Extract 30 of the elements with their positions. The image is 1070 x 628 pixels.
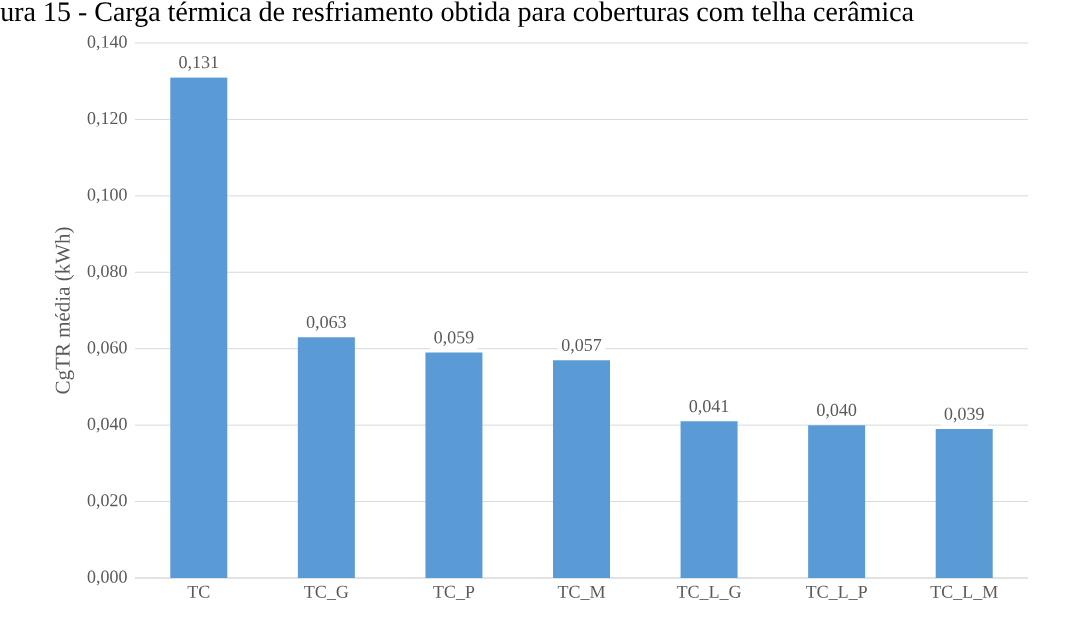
y-tick-label: 0,080 [87, 264, 127, 280]
x-tick-label: TC_L_P [805, 585, 867, 601]
data-label: 0,041 [689, 400, 729, 415]
data-label: 0,057 [561, 338, 602, 354]
y-tick-label: 0,060 [87, 341, 127, 357]
x-tick-label: TC_L_G [676, 585, 742, 601]
data-label: 0,059 [434, 331, 474, 346]
bar [170, 77, 228, 578]
data-label: 0,063 [306, 315, 346, 331]
x-tick-label: TC_M [557, 585, 605, 601]
x-tick-label: TC [187, 585, 210, 598]
x-tick-label: TC_G [304, 585, 349, 601]
data-label: 0,039 [944, 407, 984, 423]
data-label: 0,131 [179, 56, 218, 71]
data-label: 0,040 [817, 403, 857, 419]
bar [680, 421, 738, 578]
y-tick-label: 0,000 [87, 570, 127, 586]
bar [808, 425, 866, 578]
chart-title: ura 15 - Carga térmica de resfriamento obtida para coberturas com telha cerâmica [0, 1, 914, 27]
y-tick-label: 0,120 [87, 112, 127, 127]
y-tick-label: 0,020 [87, 494, 127, 509]
y-tick-label: 0,100 [87, 188, 127, 204]
x-tick-label: TC_L_M [930, 585, 998, 601]
bar [297, 337, 355, 578]
y-tick-label: 0,140 [87, 35, 127, 51]
y-tick-label: 0,040 [87, 417, 127, 433]
bar [553, 360, 611, 578]
y-axis-title: CgTR média (kWh) [54, 227, 75, 394]
x-tick-label: TC_P [433, 585, 475, 601]
bar [425, 352, 483, 578]
